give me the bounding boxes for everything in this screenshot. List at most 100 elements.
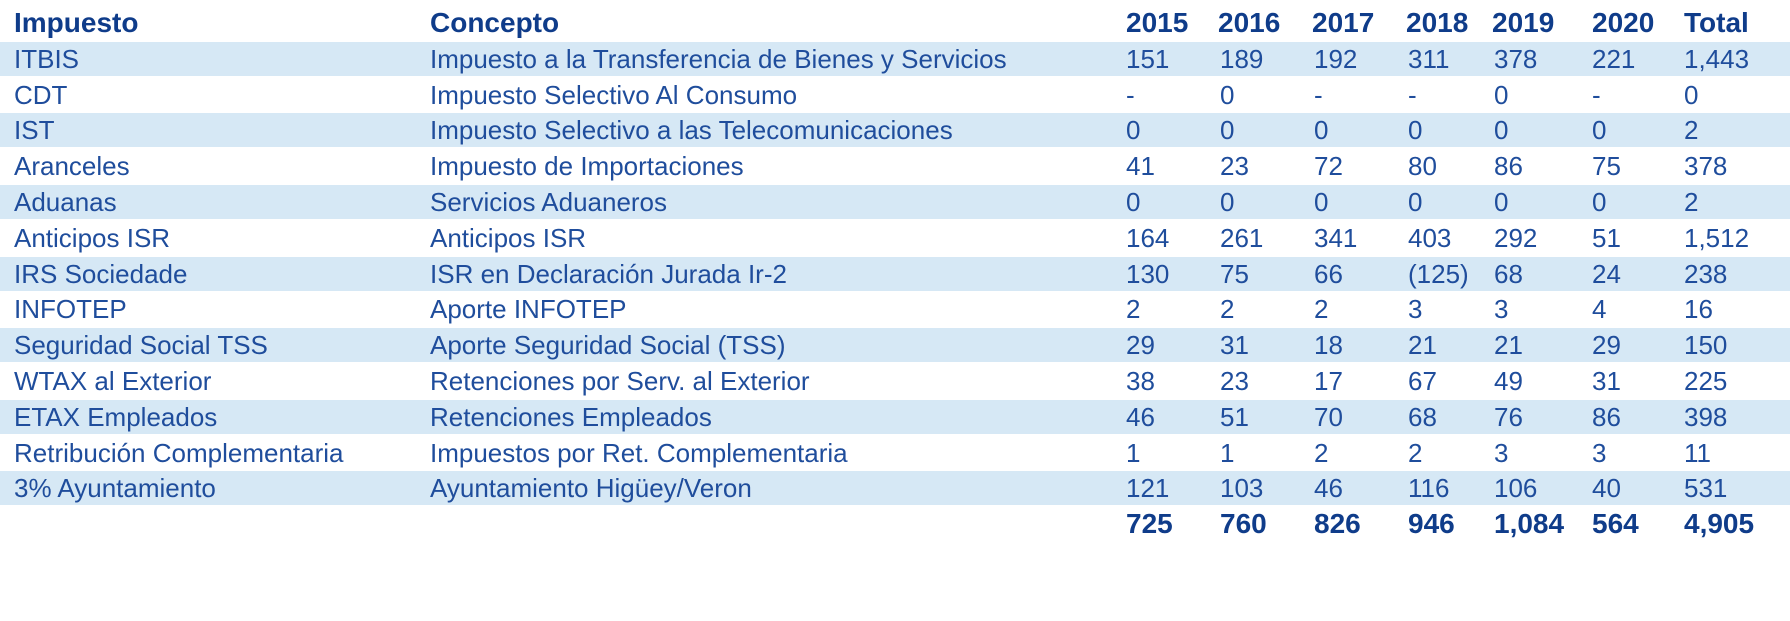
year-value-cell: - <box>1408 79 1417 110</box>
year-value-cell: 80 <box>1408 151 1437 182</box>
concepto-cell: Impuesto a la Transferencia de Bienes y … <box>430 43 1007 74</box>
year-value-cell: 66 <box>1314 258 1343 289</box>
impuesto-cell: ITBIS <box>14 43 80 74</box>
year-value-cell: 116 <box>1408 473 1450 504</box>
concepto-cell: Aporte INFOTEP <box>430 294 627 325</box>
year-total-cell: 826 <box>1314 508 1361 540</box>
header-year: 2019 <box>1492 7 1555 38</box>
year-value-cell: 378 <box>1494 43 1538 74</box>
year-value-cell: 130 <box>1126 258 1170 289</box>
year-value-cell: 0 <box>1494 79 1509 110</box>
header-year: 2017 <box>1312 7 1375 38</box>
total-value-cell: 378 <box>1684 151 1728 182</box>
header-year: 2020 <box>1592 7 1655 38</box>
year-value-cell: - <box>1592 79 1601 110</box>
total-value-cell: 2 <box>1684 187 1699 217</box>
table-row: Aranceles Impuesto de Importaciones 41 23 72… <box>0 149 1790 183</box>
year-value-cell: - <box>1314 79 1323 110</box>
year-value-cell: 70 <box>1314 401 1343 432</box>
year-value-cell: 221 <box>1592 43 1636 74</box>
year-value-cell: 68 <box>1494 258 1523 289</box>
year-value-cell: 0 <box>1494 115 1509 146</box>
table-row: Retribución Complementaria Impuestos por … <box>0 436 1790 470</box>
impuesto-cell: IST <box>14 115 55 146</box>
total-value-cell: 1,512 <box>1684 222 1750 253</box>
year-value-cell: 0 <box>1220 115 1235 146</box>
table-row: ITBIS Impuesto a la Transferencia de Bien… <box>0 41 1790 76</box>
concepto-cell: Impuesto Selectivo Al Consumo <box>430 79 798 110</box>
concepto-cell: Impuesto de Importaciones <box>430 151 744 182</box>
year-value-cell: 2 <box>1220 294 1235 325</box>
year-value-cell: 0 <box>1220 79 1235 110</box>
concepto-cell: Servicios Aduaneros <box>430 187 668 217</box>
year-value-cell: 0 <box>1126 187 1141 217</box>
year-value-cell: (125) <box>1408 258 1469 289</box>
year-value-cell: 4 <box>1592 294 1607 325</box>
impuesto-cell: INFOTEP <box>14 294 127 325</box>
year-value-cell: 75 <box>1592 151 1621 182</box>
total-value-cell: 0 <box>1684 79 1699 110</box>
year-value-cell: 86 <box>1494 151 1523 182</box>
year-value-cell: 67 <box>1408 366 1437 396</box>
concepto-cell: Aporte Seguridad Social (TSS) <box>430 330 786 361</box>
year-value-cell: 68 <box>1408 401 1437 432</box>
total-value-cell: 11 <box>1684 437 1711 468</box>
year-value-cell: 76 <box>1494 401 1523 432</box>
year-value-cell: 0 <box>1220 187 1235 217</box>
year-value-cell: 2 <box>1314 437 1329 468</box>
concepto-cell: Retenciones Empleados <box>430 401 712 432</box>
impuesto-cell: WTAX al Exterior <box>14 366 212 396</box>
year-value-cell: 0 <box>1592 187 1607 217</box>
year-value-cell: 261 <box>1220 222 1264 253</box>
year-value-cell: 21 <box>1408 330 1437 361</box>
impuesto-cell: Retribución Complementaria <box>14 437 344 468</box>
year-value-cell: 38 <box>1126 366 1155 396</box>
concepto-cell: Anticipos ISR <box>430 222 587 253</box>
concepto-cell: Ayuntamiento Higüey/Veron <box>430 473 752 504</box>
year-value-cell: 0 <box>1126 115 1141 146</box>
year-value-cell: 2 <box>1126 294 1141 325</box>
total-value-cell: 225 <box>1684 366 1728 396</box>
year-value-cell: 46 <box>1126 401 1155 432</box>
impuesto-cell: ETAX Empleados <box>14 401 218 432</box>
impuesto-cell: Aduanas <box>14 187 117 217</box>
totals-row: 725 760 826 946 1,084 564 4,905 <box>0 507 1790 541</box>
year-value-cell: 3 <box>1408 294 1423 325</box>
table-row: ETAX Empleados Retenciones Empleados 46 51 7… <box>0 399 1790 434</box>
year-total-cell: 725 <box>1126 508 1173 540</box>
year-value-cell: 2 <box>1314 294 1329 325</box>
header-year: 2015 <box>1126 7 1189 38</box>
year-value-cell: 49 <box>1494 366 1523 396</box>
year-value-cell: 41 <box>1126 151 1155 182</box>
year-value-cell: 51 <box>1592 222 1621 253</box>
year-value-cell: 311 <box>1408 43 1450 74</box>
total-value-cell: 398 <box>1684 401 1728 432</box>
year-value-cell: 192 <box>1314 43 1358 74</box>
year-value-cell: 3 <box>1494 437 1509 468</box>
year-value-cell: 29 <box>1592 330 1621 361</box>
year-value-cell: 31 <box>1592 366 1621 396</box>
year-value-cell: 40 <box>1592 473 1621 504</box>
header-year: 2016 <box>1218 7 1281 38</box>
table-row: Seguridad Social TSS Aporte Seguridad Soc… <box>0 328 1790 363</box>
total-value-cell: 238 <box>1684 258 1728 289</box>
year-value-cell: 23 <box>1220 151 1249 182</box>
year-value-cell: 86 <box>1592 401 1621 432</box>
table-row: CDT Impuesto Selectivo Al Consumo - 0 - - 0 - 0 <box>0 78 1790 112</box>
year-value-cell: - <box>1126 79 1135 110</box>
year-value-cell: 18 <box>1314 330 1343 361</box>
year-value-cell: 292 <box>1494 222 1538 253</box>
table-row: 3% Ayuntamiento Ayuntamiento Higüey/Veron… <box>0 471 1790 506</box>
year-value-cell: 164 <box>1126 222 1170 253</box>
impuesto-cell: 3% Ayuntamiento <box>14 473 216 504</box>
concepto-cell: Retenciones por Serv. al Exterior <box>430 366 810 396</box>
year-total-cell: 760 <box>1220 508 1267 540</box>
year-value-cell: 0 <box>1494 187 1509 217</box>
year-value-cell: 1 <box>1220 437 1235 468</box>
year-value-cell: 121 <box>1126 473 1170 504</box>
total-value-cell: 531 <box>1684 473 1728 504</box>
concepto-cell: Impuestos por Ret. Complementaria <box>430 437 848 468</box>
year-value-cell: 72 <box>1314 151 1343 182</box>
concepto-cell: ISR en Declaración Jurada Ir-2 <box>430 258 787 289</box>
year-total-cell: 946 <box>1408 508 1455 540</box>
